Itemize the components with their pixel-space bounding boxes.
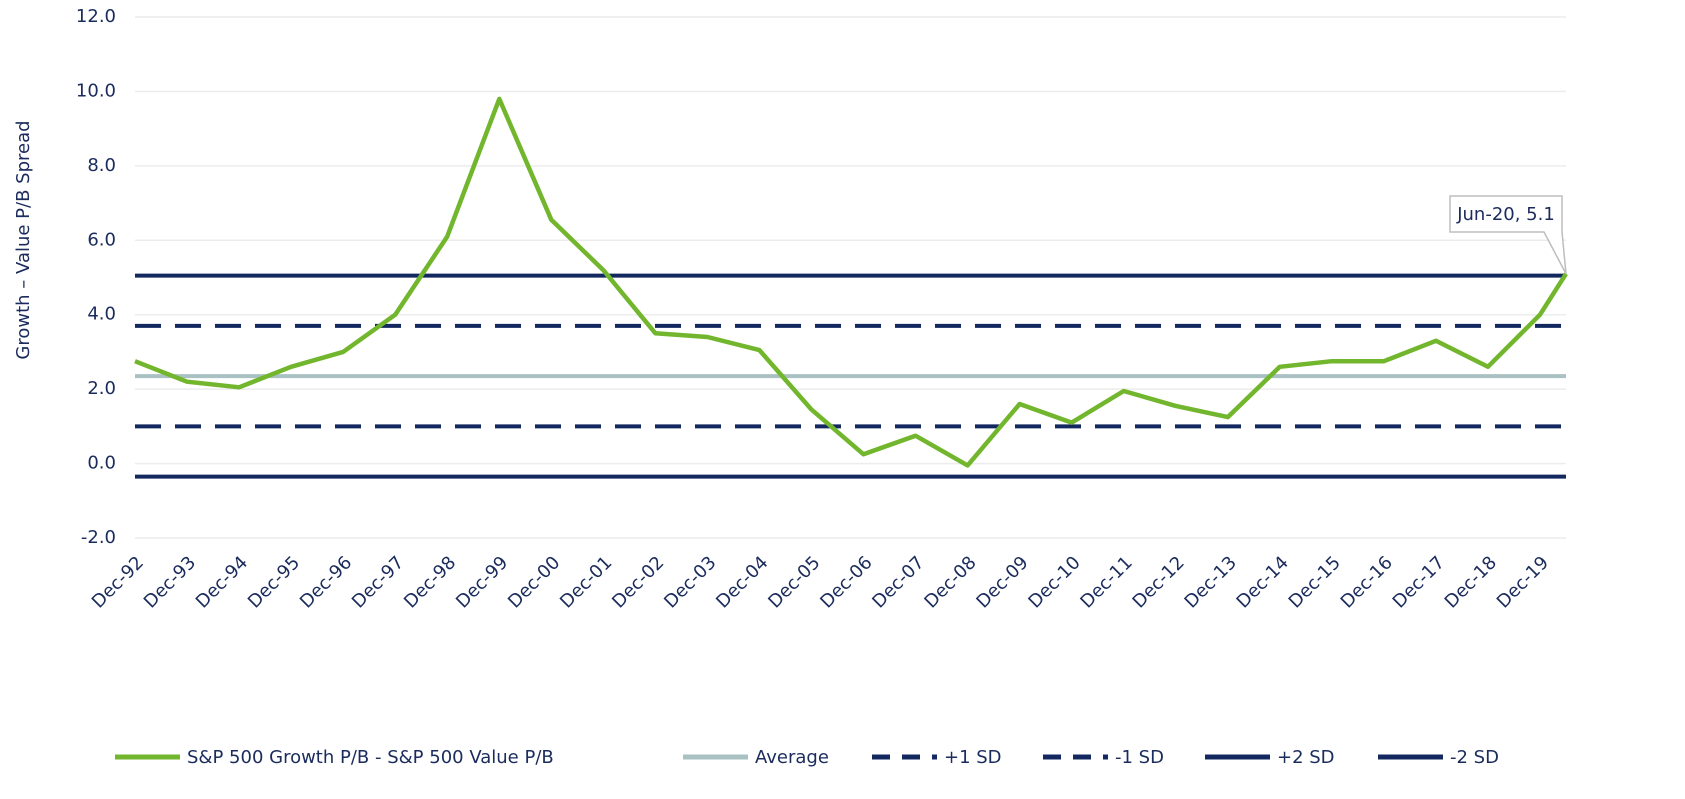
x-tick-label: Dec-16 xyxy=(1337,552,1397,612)
x-tick-label: Dec-05 xyxy=(764,552,824,612)
legend-label: Average xyxy=(755,747,829,768)
x-tick-label: Dec-02 xyxy=(608,552,668,612)
legend-item: -1 SD xyxy=(1043,747,1164,768)
y-tick-label: 6.0 xyxy=(87,229,116,250)
x-tick-label: Dec-14 xyxy=(1233,552,1293,612)
x-tick-label: Dec-97 xyxy=(348,552,408,612)
x-tick-label: Dec-10 xyxy=(1024,552,1084,612)
legend-item: +1 SD xyxy=(872,747,1002,768)
x-tick-label: Dec-98 xyxy=(400,552,460,612)
x-tick-label: Dec-11 xyxy=(1076,552,1136,612)
legend-item: +2 SD xyxy=(1205,747,1335,768)
data-line xyxy=(134,96,1568,468)
x-tick-label: Dec-99 xyxy=(452,552,512,612)
x-tick-label: Dec-01 xyxy=(556,552,616,612)
y-tick-label: 12.0 xyxy=(76,6,116,27)
x-tick-label: Dec-93 xyxy=(140,552,200,612)
y-tick-label: 8.0 xyxy=(87,155,116,176)
y-tick-label: -2.0 xyxy=(81,527,116,548)
x-tick-label: Dec-07 xyxy=(868,552,928,612)
x-tick-label: Dec-00 xyxy=(504,552,564,612)
legend-label: -1 SD xyxy=(1115,747,1164,768)
legend-label: +2 SD xyxy=(1277,747,1335,768)
y-tick-label: 0.0 xyxy=(87,453,116,474)
x-tick-label: Dec-19 xyxy=(1493,552,1553,612)
legend-item: -2 SD xyxy=(1378,747,1499,768)
x-tick-label: Dec-17 xyxy=(1389,552,1449,612)
x-tick-label: Dec-09 xyxy=(972,552,1032,612)
x-tick-label: Dec-15 xyxy=(1285,552,1345,612)
x-tick-label: Dec-03 xyxy=(660,552,720,612)
x-tick-label: Dec-12 xyxy=(1129,552,1189,612)
x-tick-label: Dec-92 xyxy=(88,552,148,612)
legend-item: Average xyxy=(683,747,829,768)
x-tick-label: Dec-04 xyxy=(712,552,772,612)
legend-item: S&P 500 Growth P/B - S&P 500 Value P/B xyxy=(115,747,554,768)
annotation: Jun-20, 5.1 xyxy=(1456,204,1555,225)
x-tick-label: Dec-96 xyxy=(296,552,356,612)
legend-label: S&P 500 Growth P/B - S&P 500 Value P/B xyxy=(187,747,554,768)
y-axis-label: Growth – Value P/B Spread xyxy=(13,120,34,359)
x-tick-label: Dec-94 xyxy=(192,552,252,612)
x-tick-label: Dec-06 xyxy=(816,552,876,612)
x-tick-label: Dec-95 xyxy=(244,552,304,612)
legend-label: -2 SD xyxy=(1450,747,1499,768)
x-tick-label: Dec-08 xyxy=(920,552,980,612)
y-tick-label: 2.0 xyxy=(87,378,116,399)
x-tick-label: Dec-13 xyxy=(1181,552,1241,612)
x-tick-label: Dec-18 xyxy=(1441,552,1501,612)
legend-label: +1 SD xyxy=(944,747,1002,768)
callout-box xyxy=(1449,195,1567,275)
y-tick-label: 4.0 xyxy=(87,304,116,325)
y-tick-label: 10.0 xyxy=(76,80,116,101)
